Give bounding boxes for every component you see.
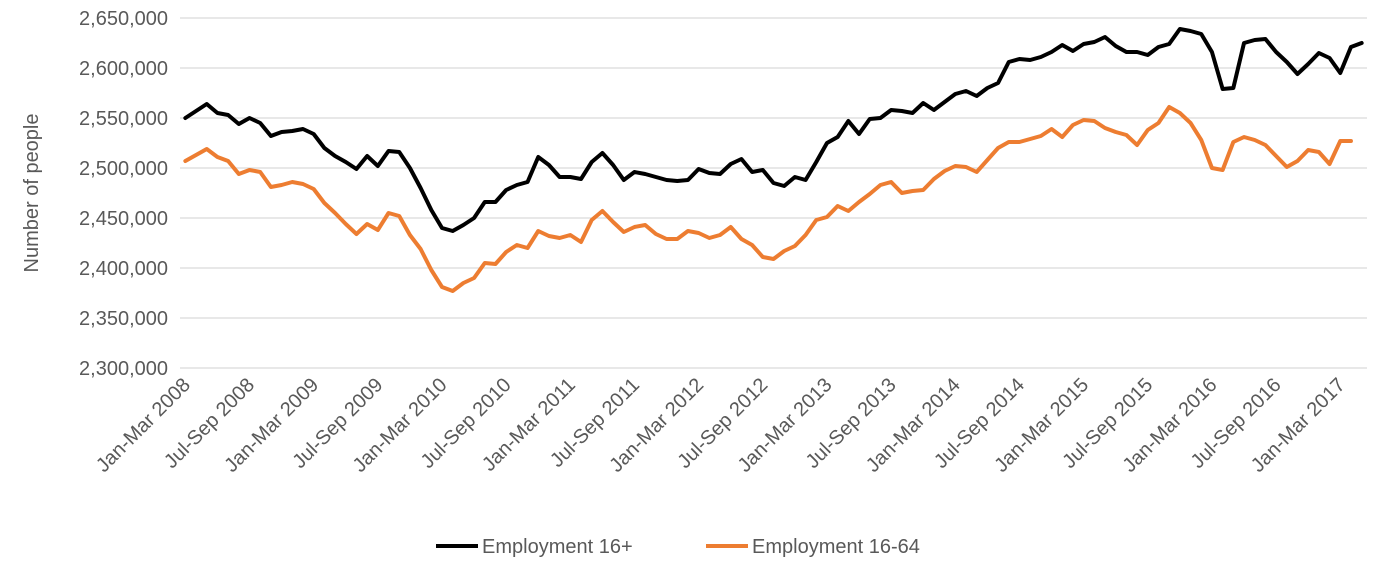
legend-label-employment-16-64: Employment 16-64 (752, 536, 920, 558)
y-tick-label: 2,350,000 (79, 308, 168, 330)
y-tick-label: 2,500,000 (79, 158, 168, 180)
series-line-employment-16-64 (183, 105, 1353, 293)
legend-label-employment-16-plus: Employment 16+ (482, 536, 633, 558)
y-tick-label: 2,400,000 (79, 258, 168, 280)
series-lines (183, 27, 1364, 293)
y-tick-label: 2,600,000 (79, 58, 168, 80)
y-tick-label: 2,650,000 (79, 8, 168, 30)
y-axis-tick-labels: 2,300,000 2,350,000 2,400,000 2,450,000 2,50… (79, 8, 168, 380)
y-tick-label: 2,550,000 (79, 108, 168, 130)
y-tick-label: 2,300,000 (79, 358, 168, 380)
series-line-employment-16-plus (183, 27, 1364, 233)
legend: Employment 16+ Employment 16-64 (436, 536, 920, 558)
y-tick-label: 2,450,000 (79, 208, 168, 230)
gridlines (180, 17, 1367, 369)
y-axis-title: Number of people (21, 114, 43, 273)
